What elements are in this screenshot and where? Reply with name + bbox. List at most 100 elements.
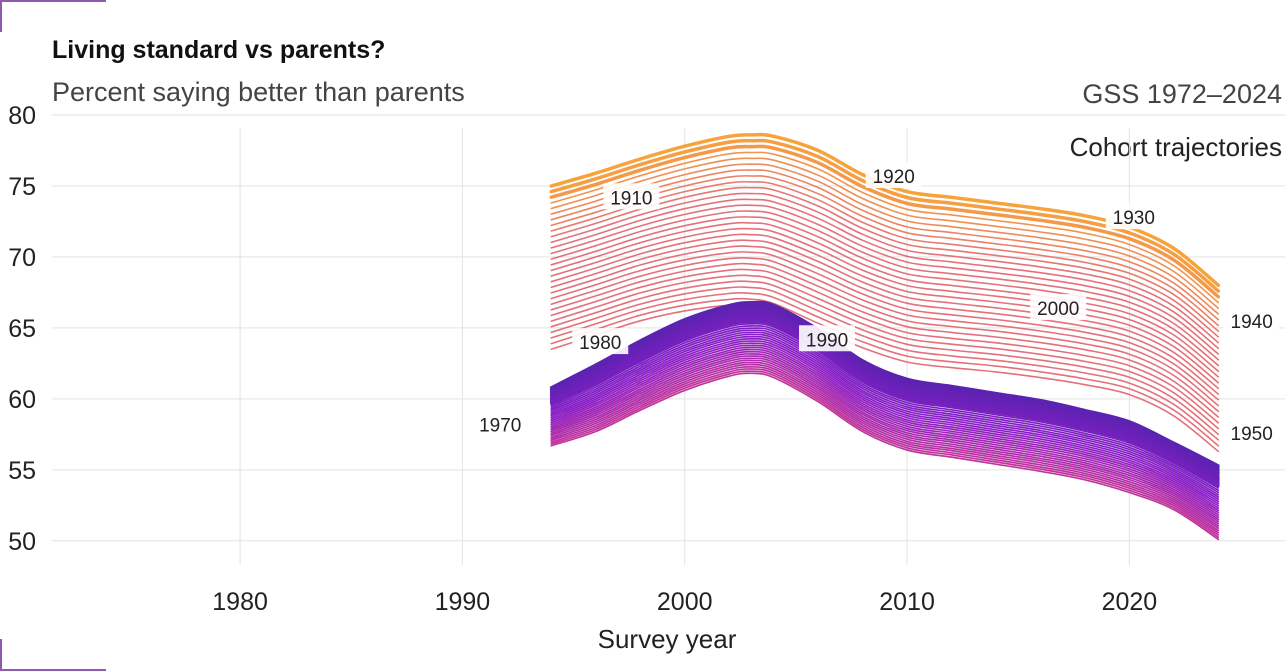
cohort-line: [549, 138, 1221, 293]
cohort-line: [550, 363, 1220, 532]
y-tick-label: 80: [8, 102, 36, 130]
cohort-line: [549, 309, 1220, 476]
cohort-label-bg: [1223, 418, 1280, 445]
cohort-label-bg: [572, 328, 629, 355]
cohort-line: [550, 353, 1220, 521]
cohort-line: [550, 186, 1220, 338]
cohort-line: [550, 365, 1220, 534]
cohort-line: [550, 322, 1220, 489]
cohort-line: [550, 342, 1220, 509]
cohort-line: [550, 157, 1220, 309]
cohort-line: [550, 268, 1220, 418]
cohort-line: [550, 169, 1220, 321]
cohort-label: 1980: [579, 333, 621, 354]
cohort-line: [550, 216, 1220, 367]
chart-annotation: Cohort trajectories: [1069, 132, 1282, 162]
cohort-line: [550, 361, 1220, 530]
cohort-line: [550, 286, 1220, 435]
cohort-line: [550, 370, 1220, 539]
cohort-line: [549, 305, 1220, 472]
frame-corner-bottom-left: [0, 639, 106, 671]
cohort-label-bg: [1105, 203, 1162, 230]
cohort-line: [549, 144, 1221, 299]
cohort-line: [550, 180, 1220, 332]
cohort-line: [550, 256, 1220, 407]
x-tick-label: 1980: [212, 588, 268, 616]
chart-subtitle: Percent saying better than parents: [52, 77, 465, 107]
frame-corner-top-left: [0, 0, 106, 32]
cohort-line: [550, 355, 1220, 523]
cohort-line: [550, 163, 1220, 315]
cohort-line: [550, 280, 1220, 430]
cohort-label-bg: [603, 183, 660, 210]
cohort-line: [550, 346, 1220, 514]
cohort-label-bg: [472, 410, 529, 437]
cohort-line: [550, 333, 1220, 500]
x-axis-label: Survey year: [598, 624, 737, 654]
cohort-line: [550, 297, 1220, 447]
cohort-line: [549, 311, 1220, 479]
cohort-line: [549, 300, 1220, 467]
cohort-line: [550, 357, 1220, 525]
cohort-label: 1940: [1231, 312, 1273, 333]
y-tick-label: 65: [8, 315, 36, 343]
cohort-line: [550, 251, 1220, 401]
cohort-label-bg: [799, 325, 856, 352]
cohort-line: [550, 325, 1220, 492]
cohort-label: 1970: [479, 415, 521, 436]
source-note: GSS 1972–2024: [1082, 79, 1282, 109]
cohort-line: [549, 313, 1220, 481]
y-tick-label: 70: [8, 244, 36, 272]
cohort-label: 1990: [806, 330, 848, 351]
cohort-line: [550, 221, 1220, 372]
y-tick-label: 55: [8, 457, 36, 485]
cohort-label: 1950: [1231, 424, 1273, 445]
cohort-line: [550, 192, 1220, 344]
cohort-line: [550, 210, 1220, 361]
cohort-line: [550, 340, 1220, 507]
x-tick-label: 2000: [657, 588, 713, 616]
cohort-line: [550, 198, 1220, 350]
cohort-line: [549, 315, 1220, 483]
cohort-label: 1910: [610, 188, 652, 209]
cohort-line: [550, 151, 1220, 304]
cohort-line: [550, 239, 1220, 390]
cohort-line: [549, 132, 1221, 288]
y-tick-label: 50: [8, 528, 36, 556]
cohort-series: [549, 132, 1221, 541]
cohort-line: [550, 233, 1220, 384]
cohort-line: [550, 331, 1220, 498]
x-axis-ticks: 1980 1990 2000 2010 2020: [212, 588, 1157, 616]
cohort-line: [550, 327, 1220, 494]
cohort-line: [550, 338, 1220, 505]
y-axis-ticks: 50 55 60 65 70 75 80: [8, 102, 36, 556]
cohort-line: [550, 245, 1220, 395]
cohort-line: [550, 292, 1220, 441]
cohort-line: [550, 303, 1220, 453]
cohort-labels: 1910 1920 1930 1940 1950 1970 1980 1990 2000: [472, 162, 1280, 445]
cohort-line: [550, 329, 1220, 496]
cohort-label: 1920: [873, 167, 915, 188]
x-tick-label: 2010: [879, 588, 935, 616]
cohort-label: 1930: [1113, 208, 1155, 229]
cohort-line: [550, 359, 1220, 527]
cohort-line: [549, 307, 1220, 474]
x-tick-label: 1990: [435, 588, 491, 616]
cohort-line: [550, 368, 1220, 536]
cohort-line: [550, 274, 1220, 424]
cohort-line: [550, 227, 1220, 378]
cohort-label-bg: [865, 162, 922, 189]
cohort-line: [550, 204, 1220, 355]
cohort-line: [550, 344, 1220, 512]
cohort-line: [549, 320, 1220, 488]
y-tick-label: 60: [8, 386, 36, 414]
cohort-line: [550, 335, 1220, 503]
cohort-label-bg: [1030, 294, 1087, 321]
cohort-label-bg: [1223, 306, 1280, 333]
x-tick-label: 2020: [1102, 588, 1158, 616]
cohort-line: [550, 372, 1220, 541]
cohort-line: [550, 262, 1220, 413]
y-tick-label: 75: [8, 173, 36, 201]
cohort-line: [550, 350, 1220, 518]
